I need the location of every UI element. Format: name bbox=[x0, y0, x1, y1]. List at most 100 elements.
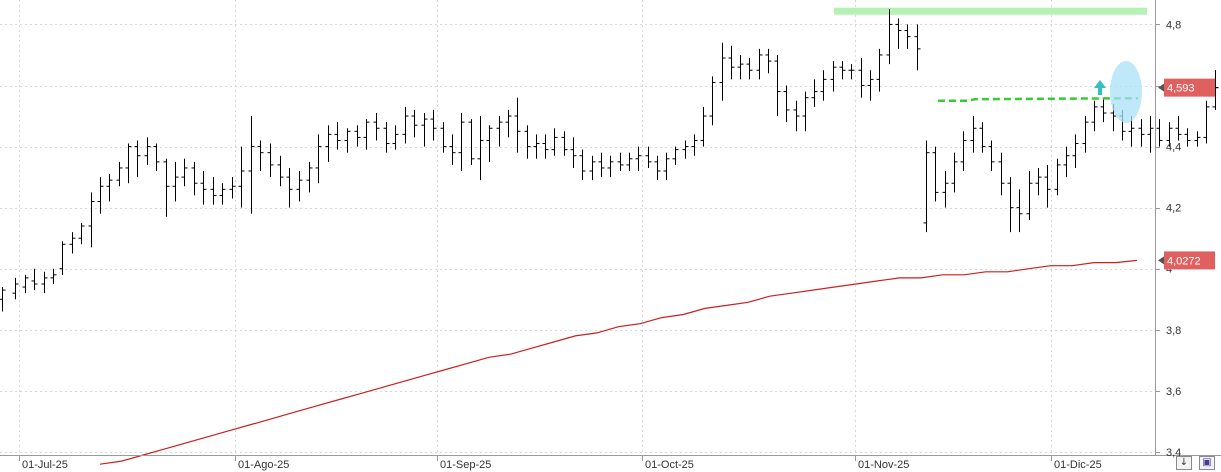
ohlc-series bbox=[0, 9, 1219, 312]
ohlc-bar bbox=[210, 177, 217, 205]
ohlc-bar bbox=[468, 119, 475, 165]
ohlc-bar bbox=[524, 125, 531, 159]
ohlc-bar bbox=[1203, 100, 1210, 144]
ohlc-bar bbox=[904, 24, 911, 49]
ohlc-bar bbox=[830, 61, 837, 92]
ohlc-bar bbox=[626, 152, 633, 172]
ohlc-bar bbox=[756, 48, 763, 80]
ohlc-bar bbox=[163, 158, 170, 217]
ohlc-bar bbox=[746, 58, 753, 80]
grid bbox=[0, 0, 1155, 455]
x-tick-label: 01-Nov-25 bbox=[858, 459, 909, 471]
ohlc-bar bbox=[728, 45, 735, 80]
ohlc-bar bbox=[1082, 116, 1089, 153]
ohlc-bar bbox=[802, 91, 809, 132]
x-tick-label: 01-Sep-25 bbox=[440, 459, 491, 471]
ohlc-bar bbox=[1016, 189, 1023, 233]
ohlc-bar bbox=[1044, 164, 1051, 208]
ohlc-bar bbox=[951, 152, 958, 193]
ohlc-bar bbox=[533, 134, 540, 159]
ohlc-bar bbox=[635, 146, 642, 172]
ohlc-bar bbox=[914, 24, 921, 71]
ohlc-bar bbox=[373, 112, 380, 141]
ohlc-bar bbox=[1100, 97, 1107, 123]
plot-background bbox=[0, 0, 1155, 455]
ohlc-bar bbox=[1138, 119, 1145, 147]
y-tick-label: 4 bbox=[1166, 264, 1172, 276]
ohlc-bar bbox=[737, 54, 744, 80]
ohlc-bar bbox=[895, 18, 902, 49]
ohlc-bar bbox=[267, 143, 274, 178]
ohlc-bar bbox=[663, 152, 670, 181]
ohlc-bar bbox=[1063, 146, 1070, 178]
ohlc-bar bbox=[41, 271, 48, 294]
highlight-ellipse bbox=[1110, 61, 1142, 123]
ohlc-bar bbox=[719, 42, 726, 101]
ohlc-bar bbox=[1184, 128, 1191, 147]
moving-average-tag-label: 4,0272 bbox=[1167, 255, 1201, 267]
ohlc-bar bbox=[354, 125, 361, 147]
moving-average-line bbox=[99, 259, 1138, 465]
ohlc-bar bbox=[59, 241, 66, 275]
ohlc-bar bbox=[1007, 177, 1014, 233]
ohlc-bar bbox=[477, 116, 484, 181]
ohlc-bar bbox=[238, 146, 245, 208]
ohlc-bar bbox=[191, 161, 198, 196]
ohlc-bar bbox=[570, 137, 577, 168]
y-tick-label: 3,4 bbox=[1166, 447, 1181, 459]
ohlc-bar bbox=[682, 140, 689, 159]
chevron-down-icon[interactable]: ↓ bbox=[1176, 456, 1192, 470]
ohlc-bar bbox=[344, 128, 351, 153]
ohlc-bar bbox=[709, 76, 716, 126]
ohlc-bar bbox=[561, 131, 568, 156]
ohlc-bar bbox=[1175, 116, 1182, 141]
ohlc-bar bbox=[617, 152, 624, 172]
ohlc-bar bbox=[88, 192, 95, 248]
ohlc-bar bbox=[1026, 171, 1033, 220]
ohlc-bar bbox=[589, 155, 596, 181]
ohlc-bar bbox=[923, 140, 930, 233]
ohlc-bar bbox=[514, 97, 521, 153]
ohlc-bar bbox=[392, 125, 399, 150]
ohlc-bar bbox=[277, 155, 284, 187]
resistance-band bbox=[834, 7, 1147, 15]
ohlc-bar bbox=[645, 146, 652, 168]
ohlc-bar bbox=[248, 116, 255, 214]
y-tick-label: 4,8 bbox=[1166, 19, 1181, 31]
y-tick-label: 3,8 bbox=[1166, 325, 1181, 337]
y-tick-label: 4,2 bbox=[1166, 203, 1181, 215]
ohlc-bar bbox=[932, 146, 939, 202]
ohlc-bar bbox=[579, 149, 586, 181]
ohlc-bar bbox=[839, 61, 846, 80]
ohlc-bar bbox=[181, 158, 188, 187]
ohlc-bar bbox=[31, 268, 38, 291]
resistance-zone bbox=[834, 7, 1147, 15]
ohlc-bar bbox=[1194, 131, 1201, 147]
ohlc-bar bbox=[1035, 167, 1042, 196]
ohlc-bar bbox=[960, 131, 967, 172]
ohlc-bar bbox=[811, 79, 818, 107]
ohlc-bar bbox=[858, 58, 865, 98]
ohlc-bar bbox=[383, 122, 390, 153]
ohlc-bar bbox=[97, 177, 104, 214]
ohlc-bar bbox=[430, 109, 437, 141]
ohlc-bar bbox=[325, 125, 332, 162]
ohlc-bar bbox=[69, 232, 76, 254]
moving-average-tag: 4,0272 bbox=[1158, 251, 1215, 270]
ohlc-bar bbox=[22, 274, 29, 294]
ohlc-bar bbox=[979, 122, 986, 153]
ohlc-bar bbox=[765, 48, 772, 74]
ohlc-bar bbox=[306, 161, 313, 193]
ohlc-bar bbox=[774, 54, 781, 117]
y-tick-label: 4,4 bbox=[1166, 142, 1181, 154]
ohlc-bar bbox=[1072, 134, 1079, 168]
x-tick-label: 01-Jul-25 bbox=[22, 459, 68, 471]
floppy-disk-icon[interactable]: ▣ bbox=[1199, 456, 1215, 470]
ohlc-bar bbox=[988, 140, 995, 172]
ohlc-bar bbox=[144, 137, 151, 165]
ohlc-bar bbox=[106, 174, 113, 202]
ohlc-bar bbox=[153, 143, 160, 172]
ohlc-bar bbox=[334, 122, 341, 150]
ohlc-bar bbox=[607, 155, 614, 178]
ohlc-bar bbox=[172, 161, 179, 202]
